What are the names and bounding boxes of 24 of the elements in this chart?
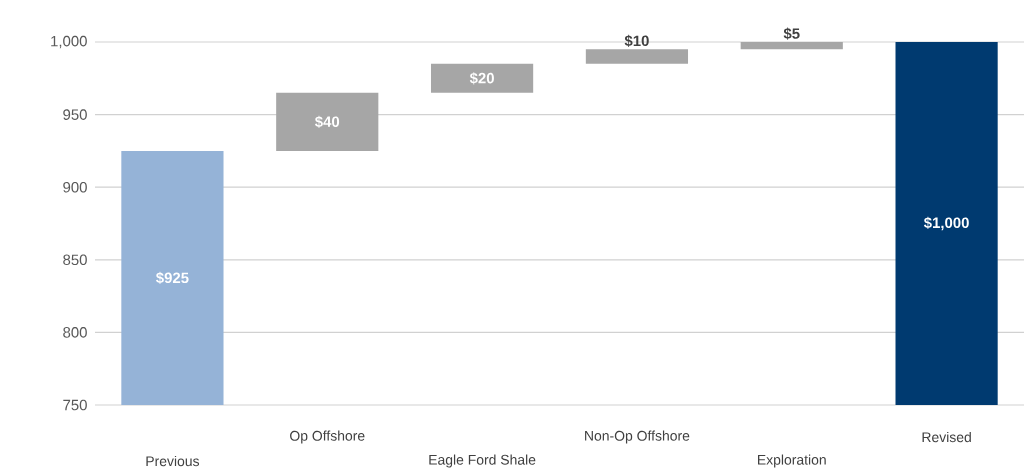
y-tick-label: 750 xyxy=(63,399,87,411)
data-label: $5 xyxy=(783,27,800,40)
bar xyxy=(585,49,689,64)
data-label: $1,000 xyxy=(923,216,969,231)
y-tick-label: 900 xyxy=(63,181,87,193)
data-label: $10 xyxy=(624,34,649,48)
x-tick-label: Eagle Ford Shale xyxy=(429,454,536,468)
x-tick-label: Non-Op Offshore xyxy=(585,430,690,444)
x-tick-label: Op Offshore xyxy=(290,430,365,444)
data-label: $40 xyxy=(314,115,340,128)
y-tick-label: 850 xyxy=(63,254,87,266)
bar xyxy=(430,63,534,93)
bar xyxy=(121,150,224,405)
x-tick-label: Revised xyxy=(922,431,971,443)
bar xyxy=(740,42,843,50)
x-tick-label: Exploration xyxy=(758,454,826,468)
y-tick-label: 800 xyxy=(63,327,87,338)
bar xyxy=(276,92,379,151)
y-tick-label: 1,000 xyxy=(51,35,87,49)
data-label: $925 xyxy=(156,271,189,285)
x-tick-label: Previous xyxy=(146,455,200,467)
data-label: $20 xyxy=(469,72,494,85)
y-tick-label: 950 xyxy=(63,109,87,120)
bar xyxy=(895,42,998,405)
